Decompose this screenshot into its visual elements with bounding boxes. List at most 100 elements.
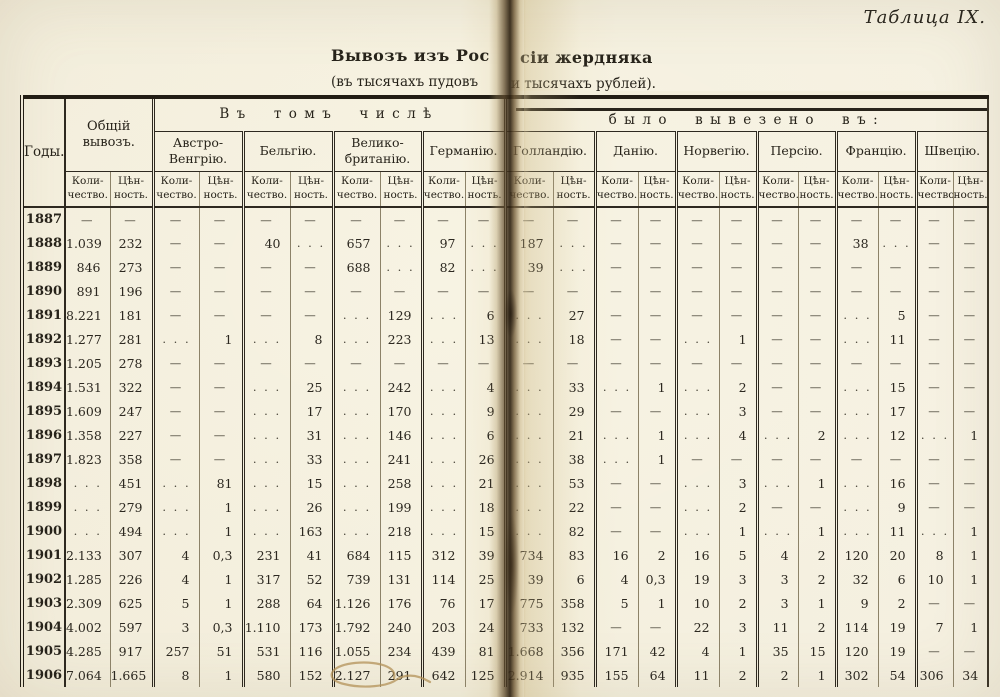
data-cell: 5 — [877, 303, 917, 327]
data-cell: . . . — [834, 399, 879, 423]
data-cell: 1 — [718, 639, 758, 663]
data-cell: — — [914, 399, 954, 423]
data-cell: 1.792 — [331, 615, 380, 639]
data-cell: 35 — [755, 639, 799, 663]
data-cell: — — [151, 399, 199, 423]
data-cell: — — [952, 303, 989, 327]
data-cell: — — [464, 351, 506, 375]
header-row-subheads: Коли­чество. Цѣн­ность. Коли­чество. Цѣн­но… — [22, 171, 989, 208]
data-cell: . . . — [834, 327, 879, 351]
data-cell: — — [289, 279, 333, 303]
data-cell: 0,3 — [198, 615, 243, 639]
data-cell: 41 — [289, 543, 333, 567]
data-cell: 181 — [109, 303, 153, 327]
quantity-subheader: Коли­чество. — [241, 171, 290, 208]
data-cell: . . . — [64, 471, 110, 495]
year-cell: 1893 — [25, 355, 63, 371]
data-cell: 6 — [464, 303, 506, 327]
data-cell: 281 — [109, 327, 153, 351]
data-cell: 131 — [379, 567, 422, 591]
data-cell: . . . — [674, 423, 720, 447]
data-cell: — — [637, 495, 677, 519]
data-cell: — — [718, 279, 758, 303]
table-row: 1899. . . 279. . .1. . . 26. . . 199. . . 18… — [22, 495, 989, 519]
data-cell: 20 — [877, 543, 917, 567]
data-cell: — — [914, 591, 954, 615]
data-cell: . . . — [834, 303, 879, 327]
year-cell: 1898 — [25, 475, 63, 491]
data-cell: 688 — [331, 255, 380, 279]
data-cell: — — [674, 255, 720, 279]
value-subheader: Цѣн­ность. — [877, 171, 917, 208]
data-cell: 306 — [914, 663, 954, 687]
data-cell: 4 — [151, 543, 199, 567]
data-cell: . . . — [420, 495, 465, 519]
data-cell: — — [637, 399, 677, 423]
data-cell: — — [755, 279, 799, 303]
year-cell: 1887 — [25, 212, 63, 227]
data-cell: — — [952, 351, 989, 375]
data-cell: 358 — [552, 591, 596, 615]
data-cell: — — [674, 303, 720, 327]
data-cell: . . . — [331, 399, 380, 423]
page-title-left: Вывозъ изъ Рос — [331, 46, 490, 65]
data-cell: 242 — [379, 375, 422, 399]
data-cell: — — [552, 207, 596, 231]
quantity-subheader: Коли­чество. — [151, 171, 199, 208]
data-cell: 38 — [552, 447, 596, 471]
year-cell: 1906 — [25, 667, 63, 683]
data-cell: 3 — [718, 615, 758, 639]
year-cell: 1904 — [25, 619, 63, 635]
year-cell: 1902 — [25, 571, 63, 587]
country-header: Голландію. — [503, 131, 596, 172]
data-cell: — — [241, 207, 290, 231]
data-cell: — — [797, 303, 837, 327]
data-cell: 1.110 — [241, 615, 290, 639]
data-cell: 1 — [198, 495, 243, 519]
data-cell: 81 — [198, 471, 243, 495]
data-cell: 3 — [718, 399, 758, 423]
data-cell: . . . — [151, 519, 199, 543]
data-cell: . . . — [420, 327, 465, 351]
data-cell: 734 — [503, 543, 554, 567]
header-row-countries: Австро-Венгрію. Бельгію. Велико-британію. Г… — [22, 131, 989, 172]
country-header: Францію. — [834, 131, 917, 172]
data-cell: — — [718, 231, 758, 255]
data-cell: 39 — [503, 567, 554, 591]
data-cell: 1 — [797, 471, 837, 495]
data-cell: — — [755, 351, 799, 375]
data-cell: 18 — [464, 495, 506, 519]
data-cell: — — [637, 519, 677, 543]
data-cell: 1.126 — [331, 591, 380, 615]
data-cell: 38 — [834, 231, 879, 255]
year-cell: 1888 — [25, 235, 63, 251]
data-cell: 1 — [637, 447, 677, 471]
data-cell: . . . — [289, 231, 333, 255]
data-cell: 18 — [552, 327, 596, 351]
data-cell: — — [637, 255, 677, 279]
data-cell: — — [151, 375, 199, 399]
quantity-subheader: Коли­чество. — [593, 171, 639, 208]
data-cell: 16 — [877, 471, 917, 495]
data-cell: 891 — [64, 279, 110, 303]
data-cell: — — [331, 207, 380, 231]
quantity-subheader: Коли­чество. — [64, 171, 110, 208]
data-cell: . . . — [331, 303, 380, 327]
data-cell: 13 — [464, 327, 506, 351]
data-cell: — — [834, 351, 879, 375]
data-cell: — — [914, 447, 954, 471]
year-cell: 1900 — [25, 523, 63, 539]
data-cell: 39 — [503, 255, 554, 279]
data-cell: — — [674, 207, 720, 231]
data-cell: 16 — [674, 543, 720, 567]
value-subheader: Цѣн­ность. — [379, 171, 422, 208]
data-cell: . . . — [331, 423, 380, 447]
data-cell: 3 — [718, 567, 758, 591]
data-cell: 171 — [593, 639, 639, 663]
data-cell: . . . — [834, 423, 879, 447]
data-cell: — — [379, 351, 422, 375]
country-header: Велико-британію. — [331, 131, 422, 172]
data-cell: 258 — [379, 471, 422, 495]
data-cell: 22 — [552, 495, 596, 519]
data-cell: . . . — [593, 423, 639, 447]
